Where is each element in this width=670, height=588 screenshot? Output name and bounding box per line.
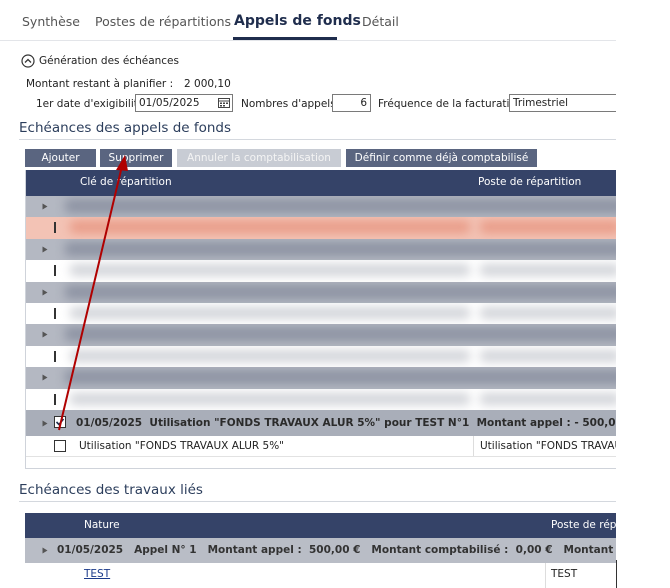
group-row: 01/05/2025 Appel N° 1 Montant appel : 50…: [25, 538, 616, 563]
cell: TEST: [551, 568, 578, 580]
column-header[interactable]: Clé de répartition: [80, 176, 172, 188]
blurred-detail-row: [25, 260, 616, 282]
link[interactable]: TEST: [84, 568, 111, 580]
blurred-text: [480, 264, 616, 277]
blurred-group-row: [25, 281, 616, 303]
calls-value: 6: [360, 97, 367, 109]
blurred-text: [65, 327, 616, 342]
grid-header: Nature Poste de répar: [25, 513, 616, 538]
field-label: Fréquence de la facturation :: [378, 98, 530, 110]
group-row-text: 01/05/2025 Appel N° 1 Montant appel : 50…: [57, 544, 614, 556]
tab-active[interactable]: Appels de fonds: [234, 13, 361, 29]
tab[interactable]: Synthèse: [22, 14, 80, 29]
blurred-text: [65, 370, 616, 385]
section-rule: [19, 139, 616, 140]
calls-input[interactable]: 6: [332, 94, 371, 112]
frequency-value: Trimestriel: [513, 97, 568, 109]
expand-icon: [42, 289, 48, 296]
tab-underline: [233, 37, 337, 40]
blurred-text: [65, 284, 616, 299]
column-header[interactable]: Nature: [84, 519, 120, 531]
checkbox-edge: [54, 350, 56, 362]
window: Synthèse Postes de répartitions Appels d…: [0, 13, 616, 588]
cell: Utilisation "FONDS TRAVAUX A: [480, 440, 616, 452]
blurred-detail-row: [25, 388, 616, 410]
section-toggle-label[interactable]: Génération des échéances: [39, 55, 179, 67]
calendar-icon[interactable]: [218, 97, 230, 108]
grid-header: Clé de répartition Poste de répartition: [25, 170, 616, 196]
blurred-text: [70, 221, 470, 234]
cell-divider: [545, 563, 546, 588]
date-input[interactable]: 01/05/2025: [135, 94, 233, 112]
expand-icon: [42, 331, 48, 338]
column-header[interactable]: Poste de répar: [551, 519, 616, 531]
section-title: Echéances des travaux liés: [19, 482, 203, 498]
checkbox-edge: [54, 308, 56, 319]
blurred-text: [480, 221, 616, 234]
button-disabled: Annuler la comptabilisation: [177, 149, 341, 167]
blurred-group-row: [25, 367, 616, 389]
button[interactable]: Supprimer: [100, 149, 172, 167]
remaining-label: Montant restant à planifier :: [26, 78, 174, 90]
blurred-detail-row: [25, 303, 616, 325]
blurred-text: [65, 241, 616, 256]
checkbox-edge: [54, 265, 56, 277]
grid-border: [25, 468, 616, 469]
section-rule: [19, 501, 616, 502]
section-title: Echéances des appels de fonds: [19, 120, 232, 136]
checkbox-edge: [54, 393, 56, 405]
cell-divider: [473, 436, 474, 456]
group-row-text: 01/05/2025 Utilisation "FONDS TRAVAUX AL…: [76, 417, 616, 429]
frequency-select[interactable]: Trimestriel: [509, 94, 616, 112]
collapse-icon[interactable]: [21, 54, 35, 68]
blurred-text: [70, 307, 470, 319]
blurred-detail-row: [25, 217, 616, 239]
checkbox-checked[interactable]: [54, 416, 66, 428]
blurred-text: [70, 264, 470, 277]
detail-row: TEST TEST: [25, 563, 616, 588]
expand-icon: [42, 203, 48, 210]
check-mark: [55, 418, 65, 426]
remaining-value: 2 000,10: [184, 78, 231, 90]
checkbox[interactable]: [54, 440, 66, 452]
field-label: 1er date d'exigibilité :: [36, 98, 152, 110]
grid-border: [25, 170, 26, 468]
field-label: Nombres d'appels :: [241, 98, 343, 110]
blurred-text: [65, 199, 616, 213]
blurred-text: [480, 392, 616, 405]
blurred-group-row: [25, 238, 616, 261]
blurred-text: [70, 392, 470, 405]
checkbox-edge: [54, 222, 56, 234]
column-header[interactable]: Poste de répartition: [478, 176, 582, 188]
blurred-text: [480, 349, 616, 362]
tab[interactable]: Postes de répartitions: [95, 14, 232, 29]
date-value: 01/05/2025: [139, 97, 200, 109]
button[interactable]: Définir comme déjà comptabilisé: [346, 149, 537, 167]
blurred-group-row: [25, 324, 616, 346]
blurred-detail-row: [25, 345, 616, 368]
detail-row: Utilisation "FONDS TRAVAUX ALUR 5%" Util…: [25, 436, 616, 457]
tab[interactable]: Détail: [362, 14, 399, 29]
expand-icon: [42, 374, 48, 381]
tab-divider: [0, 40, 616, 41]
window-edge: [616, 560, 617, 588]
blurred-text: [480, 307, 616, 319]
button[interactable]: Ajouter: [25, 149, 96, 167]
expand-icon[interactable]: [42, 547, 48, 554]
expand-icon[interactable]: [42, 420, 48, 427]
blurred-text: [70, 349, 470, 362]
cell: Utilisation "FONDS TRAVAUX ALUR 5%": [79, 440, 285, 452]
expand-icon: [42, 246, 48, 253]
group-row: 01/05/2025 Utilisation "FONDS TRAVAUX AL…: [25, 410, 616, 436]
blurred-group-row: [25, 196, 616, 218]
